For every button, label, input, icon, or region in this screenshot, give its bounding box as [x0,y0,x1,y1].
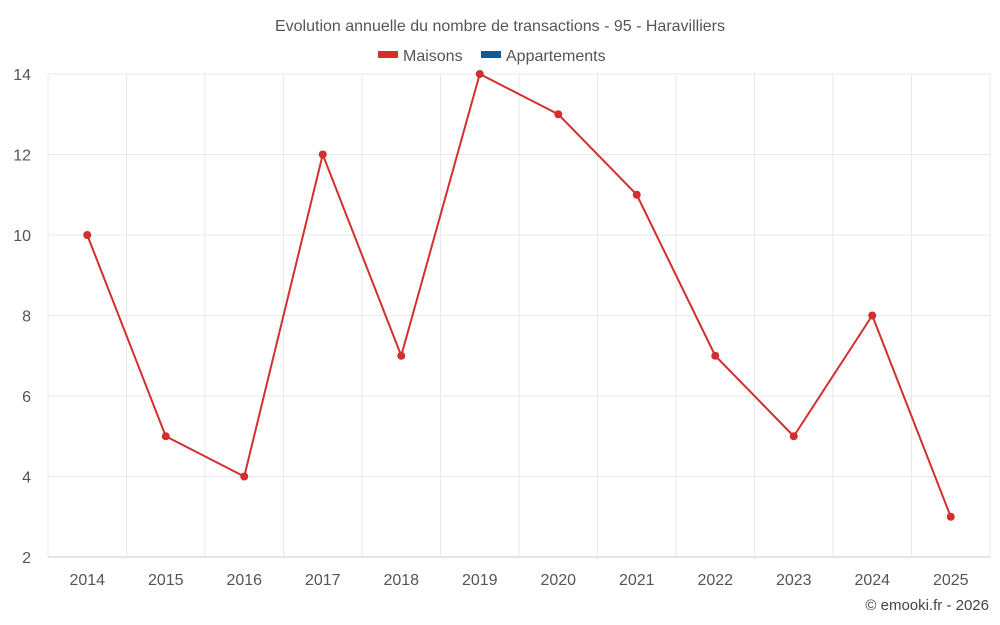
x-tick-label: 2015 [148,572,184,589]
y-tick-label: 6 [22,389,31,406]
series-maisons [83,70,955,521]
horizontal-gridlines [48,73,990,477]
x-tick-label: 2023 [776,572,812,589]
data-point-maisons-2018[interactable] [397,351,406,360]
y-tick-label: 8 [22,309,31,326]
data-point-maisons-2023[interactable] [789,432,798,441]
legend-item-maisons[interactable]: Maisons [378,48,463,65]
y-tick-label: 2 [22,550,31,567]
legend: Maisons Appartements [378,48,606,65]
chart-title: Evolution annuelle du nombre de transact… [275,18,725,35]
data-point-maisons-2021[interactable] [632,190,641,199]
data-point-maisons-2024[interactable] [868,311,877,320]
legend-label-appartements: Appartements [506,48,606,65]
x-tick-label: 2021 [619,572,655,589]
data-point-maisons-2022[interactable] [711,351,720,360]
data-point-maisons-2020[interactable] [554,110,563,119]
x-tick-label: 2020 [540,572,576,589]
x-tick-label: 2022 [697,572,733,589]
data-point-maisons-2025[interactable] [946,512,955,521]
legend-swatch-appartements [481,51,501,58]
x-tick-label: 2018 [383,572,419,589]
x-tick-label: 2016 [226,572,262,589]
x-tick-label: 2025 [933,572,969,589]
y-tick-label: 10 [13,228,31,245]
y-tick-label: 12 [13,148,31,165]
data-point-maisons-2019[interactable] [475,70,484,78]
y-tick-label: 4 [22,470,31,487]
x-axis-ticks: 2014 2015 2016 2017 2018 2019 2020 2021 2022 2023… [69,572,968,589]
y-tick-label: 14 [13,67,31,84]
data-point-maisons-2016[interactable] [240,472,249,481]
y-axis-ticks: 2 4 6 8 10 12 14 [13,67,31,567]
data-point-maisons-2015[interactable] [161,432,170,441]
x-tick-label: 2017 [305,572,341,589]
data-point-maisons-2014[interactable] [83,231,92,239]
credit-text: © emooki.fr - 2026 [865,597,989,614]
legend-swatch-maisons [378,51,398,58]
x-tick-label: 2024 [854,572,890,589]
legend-item-appartements[interactable]: Appartements [481,48,606,65]
legend-label-maisons: Maisons [403,48,463,65]
x-tick-label: 2019 [462,572,498,589]
x-tick-label: 2014 [69,572,105,589]
series-line-maisons [86,73,952,518]
data-point-maisons-2017[interactable] [318,150,327,159]
